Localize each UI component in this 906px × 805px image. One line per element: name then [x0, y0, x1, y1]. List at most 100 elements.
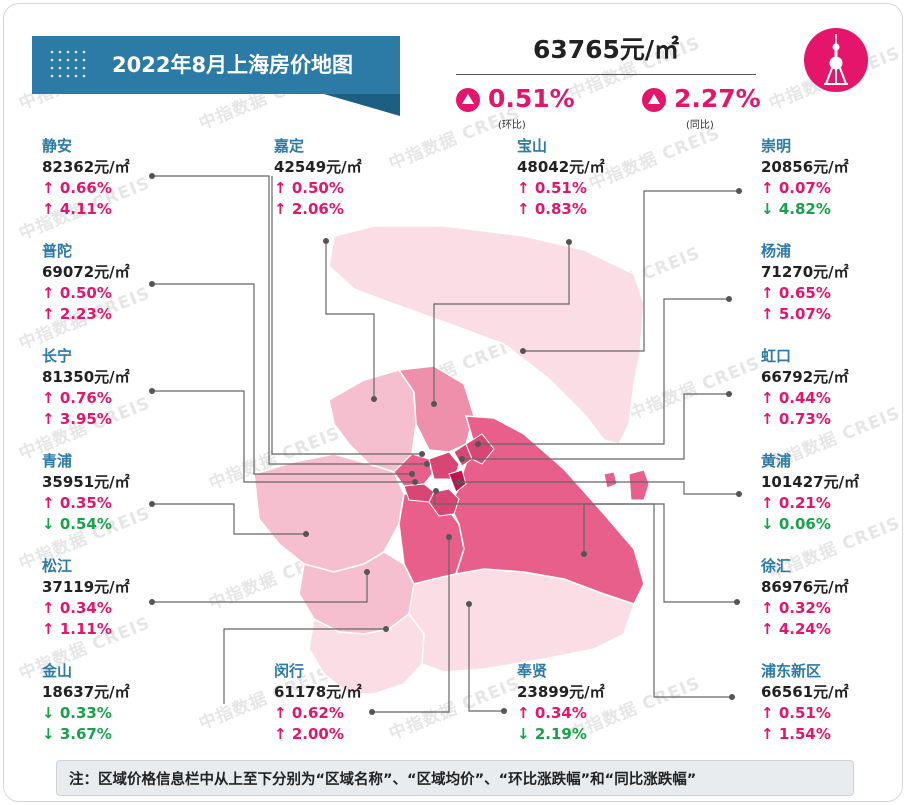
yoy-arrow: ↑: [42, 305, 55, 323]
region-baoshan: [397, 365, 475, 453]
mom-value: 0.44%: [778, 389, 831, 407]
district-price: 42549元/㎡: [274, 158, 362, 176]
district-huangpu: 黄浦 101427元/㎡ ↑ 0.21% ↓ 0.06%: [761, 451, 902, 535]
district-price: 61178元/㎡: [274, 683, 362, 701]
average-price: 63765元/㎡: [532, 35, 680, 64]
district-putuo: 普陀 69072元/㎡ ↑ 0.50% ↑ 2.23%: [42, 241, 192, 325]
mom-value: 0.34%: [59, 599, 112, 617]
yoy-value: 0.06%: [778, 515, 831, 533]
yoy-value: 2.23%: [59, 305, 112, 323]
district-name: 崇明: [761, 137, 792, 155]
district-jiading: 嘉定 42549元/㎡ ↑ 0.50% ↑ 2.06%: [274, 136, 424, 220]
yoy-value: 5.07%: [778, 305, 831, 323]
mom-arrow: ↑: [274, 704, 287, 722]
district-name: 嘉定: [274, 137, 305, 155]
mom-value: 0.33%: [59, 704, 112, 722]
yoy-value: 4.11%: [59, 200, 112, 218]
district-xuhui: 徐汇 86976元/㎡ ↑ 0.32% ↑ 4.24%: [761, 556, 902, 640]
district-yoy: ↑ 2.06%: [274, 199, 424, 220]
yoy-change: 2.27% (同比): [642, 84, 772, 131]
yoy-arrow: ↑: [761, 620, 774, 638]
district-mom: ↑ 0.35%: [42, 493, 192, 514]
district-mom: ↑ 0.34%: [42, 598, 192, 619]
district-price: 23899元/㎡: [517, 683, 605, 701]
yoy-value: 3.95%: [59, 410, 112, 428]
district-fengxian: 奉贤 23899元/㎡ ↑ 0.34% ↓ 2.19%: [517, 661, 667, 745]
yoy-arrow: ↓: [42, 515, 55, 533]
region-yangpu: [465, 433, 495, 465]
mom-arrow: ↑: [517, 179, 530, 197]
yoy-arrow: ↑: [42, 200, 55, 218]
yoy-arrow: ↓: [42, 725, 55, 743]
mom-arrow: ↑: [761, 284, 774, 302]
yoy-value: 1.11%: [59, 620, 112, 638]
yoy-arrow: ↓: [761, 200, 774, 218]
mom-arrow: ↑: [42, 389, 55, 407]
yoy-value: 2.00%: [291, 725, 344, 743]
mom-value: 0.66%: [59, 179, 112, 197]
district-pudong: 浦东新区 66561元/㎡ ↑ 0.51% ↑ 1.54%: [761, 661, 902, 745]
yoy-value: 0.73%: [778, 410, 831, 428]
yoy-change-label: (同比): [686, 120, 714, 131]
district-price: 66561元/㎡: [761, 683, 849, 701]
district-mom: ↓ 0.33%: [42, 703, 192, 724]
district-changning: 长宁 81350元/㎡ ↑ 0.76% ↑ 3.95%: [42, 346, 192, 430]
up-triangle-icon: [456, 88, 480, 112]
region-chongming: [328, 225, 645, 445]
up-triangle-icon: [642, 88, 666, 112]
mom-arrow: ↑: [274, 179, 287, 197]
district-price: 66792元/㎡: [761, 368, 849, 386]
yoy-change-value: 2.27%: [674, 84, 761, 113]
region-island: [603, 471, 618, 489]
mom-value: 0.62%: [291, 704, 344, 722]
region-island: [628, 469, 650, 501]
mom-arrow: ↑: [42, 599, 55, 617]
district-baoshan: 宝山 48042元/㎡ ↑ 0.51% ↑ 0.83%: [517, 136, 667, 220]
mom-value: 0.50%: [291, 179, 344, 197]
dot-grid-icon: [50, 50, 86, 78]
district-name: 普陀: [42, 242, 73, 260]
mom-arrow: ↓: [42, 704, 55, 722]
district-mom: ↑ 0.21%: [761, 493, 902, 514]
mom-value: 0.21%: [778, 494, 831, 512]
footnote-text: 注：区域价格信息栏中从上至下分别为“区域名称”、“区域均价”、“环比涨跌幅”和“…: [69, 772, 697, 788]
footnote: 注：区域价格信息栏中从上至下分别为“区域名称”、“区域均价”、“环比涨跌幅”和“…: [56, 760, 854, 796]
banner-fold: [324, 94, 400, 116]
district-qingpu: 青浦 35951元/㎡ ↑ 0.35% ↓ 0.54%: [42, 451, 192, 535]
yoy-value: 1.54%: [778, 725, 831, 743]
yoy-arrow: ↑: [42, 620, 55, 638]
mom-arrow: ↑: [761, 179, 774, 197]
yoy-arrow: ↑: [761, 725, 774, 743]
yoy-value: 4.82%: [778, 200, 831, 218]
yoy-arrow: ↓: [517, 725, 530, 743]
yoy-arrow: ↑: [274, 725, 287, 743]
district-mom: ↑ 0.07%: [761, 178, 902, 199]
yoy-value: 4.24%: [778, 620, 831, 638]
district-price: 71270元/㎡: [761, 263, 849, 281]
mom-arrow: ↑: [42, 284, 55, 302]
district-price: 86976元/㎡: [761, 578, 849, 596]
district-yoy: ↓ 2.19%: [517, 724, 667, 745]
district-price: 81350元/㎡: [42, 368, 130, 386]
mom-value: 0.76%: [59, 389, 112, 407]
district-yoy: ↓ 0.06%: [761, 514, 902, 535]
district-mom: ↑ 0.51%: [761, 703, 902, 724]
yoy-arrow: ↑: [517, 200, 530, 218]
mom-value: 0.50%: [59, 284, 112, 302]
district-price: 18637元/㎡: [42, 683, 130, 701]
district-yangpu: 杨浦 71270元/㎡ ↑ 0.65% ↑ 5.07%: [761, 241, 902, 325]
district-jingan: 静安 82362元/㎡ ↑ 0.66% ↑ 4.11%: [42, 136, 192, 220]
district-name: 闵行: [274, 662, 305, 680]
yoy-arrow: ↑: [761, 305, 774, 323]
district-mom: ↑ 0.76%: [42, 388, 192, 409]
region-qingpu: [253, 453, 405, 573]
mom-arrow: ↑: [761, 389, 774, 407]
district-price: 82362元/㎡: [42, 158, 130, 176]
district-mom: ↑ 0.66%: [42, 178, 192, 199]
mom-arrow: ↑: [761, 599, 774, 617]
yoy-value: 2.19%: [534, 725, 587, 743]
district-name: 黄浦: [761, 452, 792, 470]
district-name: 虹口: [761, 347, 792, 365]
district-mom: ↑ 0.50%: [42, 283, 192, 304]
mom-arrow: ↑: [42, 179, 55, 197]
